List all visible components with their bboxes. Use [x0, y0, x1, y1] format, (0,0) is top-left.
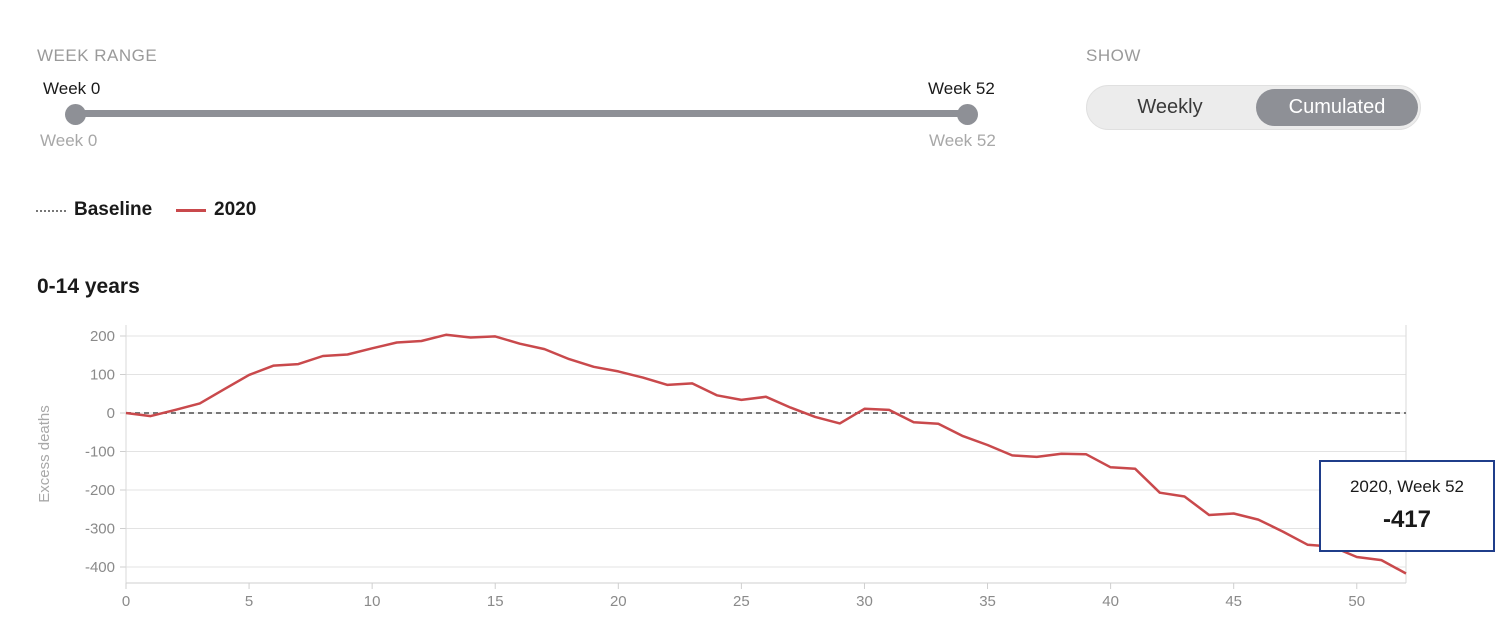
x-tick-label: 40 [1102, 593, 1119, 610]
range-end-value: Week 52 [928, 79, 995, 98]
y-tick-label: -400 [85, 559, 115, 576]
slider-end-handle[interactable] [957, 104, 978, 125]
x-tick-label: 20 [610, 593, 627, 610]
chart-title: 0-14 years [37, 275, 140, 298]
baseline-legend-swatch [36, 210, 66, 212]
x-tick-label: 35 [979, 593, 996, 610]
week-range-slider[interactable] [65, 104, 978, 125]
slider-start-handle[interactable] [65, 104, 86, 125]
show-toggle[interactable]: Weekly Cumulated [1086, 85, 1421, 130]
y-tick-label: 0 [107, 405, 115, 422]
x-tick-label: 10 [364, 593, 381, 610]
x-tick-label: 50 [1348, 593, 1365, 610]
toggle-cumulated-option[interactable]: Cumulated [1256, 89, 1418, 126]
y-tick-label: -100 [85, 444, 115, 461]
range-min-label: Week 0 [40, 131, 98, 150]
x-tick-label: 30 [856, 593, 873, 610]
x-tick-label: 45 [1225, 593, 1242, 610]
tooltip-value: -417 [1382, 506, 1432, 533]
x-tick-label: 25 [733, 593, 750, 610]
y-tick-label: -200 [85, 482, 115, 499]
series-2020-legend-swatch [176, 209, 206, 212]
y-axis-label: Excess deaths [36, 405, 53, 503]
slider-track[interactable] [75, 110, 967, 117]
x-tick-label: 0 [122, 593, 130, 610]
data-tooltip: 2020, Week 52 -417 [1319, 460, 1495, 552]
series-2020-legend-label: 2020 [214, 199, 257, 220]
x-tick-label: 15 [487, 593, 504, 610]
tooltip-label: 2020, Week 52 [1349, 477, 1465, 496]
range-start-value: Week 0 [43, 79, 101, 98]
y-tick-label: -300 [85, 521, 115, 538]
toggle-weekly-option[interactable]: Weekly [1137, 96, 1203, 118]
y-tick-label: 200 [90, 328, 115, 345]
week-range-label: WEEK RANGE [37, 46, 158, 65]
show-label: SHOW [1086, 46, 1141, 65]
range-max-label: Week 52 [929, 131, 996, 150]
y-tick-label: 100 [90, 367, 115, 384]
x-tick-label: 5 [245, 593, 253, 610]
baseline-legend-label: Baseline [74, 199, 153, 220]
series-2020-line [125, 333, 1407, 575]
